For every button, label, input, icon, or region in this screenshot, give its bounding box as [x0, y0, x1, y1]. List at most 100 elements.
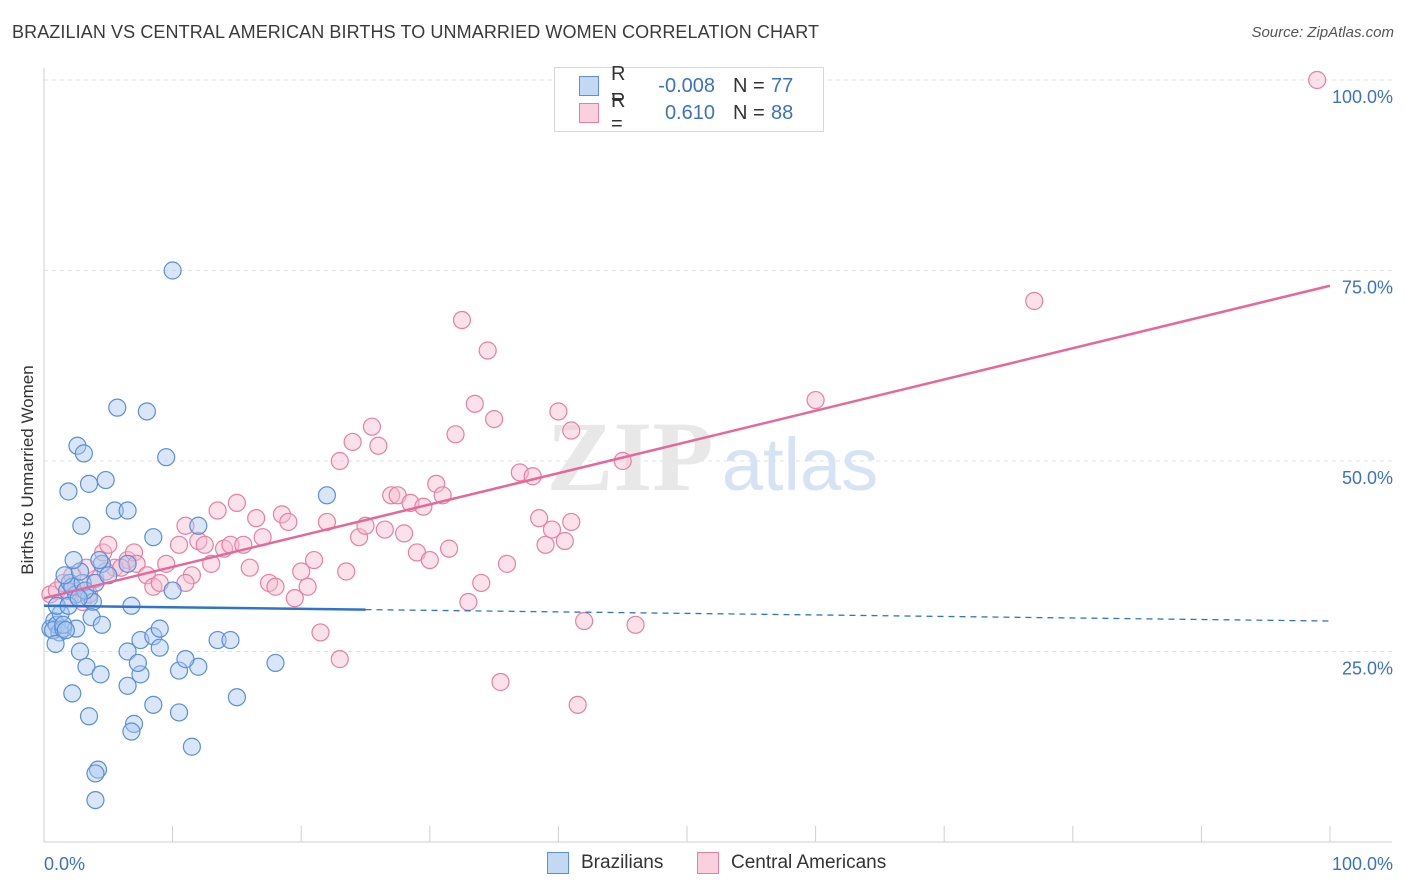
data-point [163, 261, 182, 280]
data-point [369, 436, 388, 455]
series-legend: Brazilians Central Americans [0, 852, 1406, 876]
y-tick-label: 75.0% [1342, 278, 1393, 298]
trend-lines [43, 284, 1331, 622]
data-point [169, 661, 189, 680]
data-point [74, 444, 93, 463]
data-point [337, 562, 356, 581]
legend-n-label: N = [733, 101, 765, 124]
data-point [77, 657, 96, 676]
grid-lines [44, 79, 1392, 652]
correlation-legend: R = -0.008 N = 77 R = 0.610 N = 88 [554, 63, 824, 135]
watermark-atlas: atlas [722, 423, 878, 506]
data-point [169, 535, 189, 554]
y-tick-label: 50.0% [1342, 468, 1393, 488]
legend-row-central-americans: R = 0.610 N = 88 [579, 90, 794, 135]
data-point [195, 535, 214, 554]
data-point [157, 448, 176, 467]
data-point [70, 562, 90, 581]
data-point [144, 627, 163, 646]
data-point [137, 402, 156, 421]
data-point [362, 417, 382, 436]
data-point [189, 516, 208, 535]
data-point [485, 409, 504, 429]
data-point [208, 501, 227, 520]
data-point [144, 528, 163, 547]
data-point [59, 482, 78, 501]
legend-n-label: N = [733, 74, 765, 97]
trend-line-brazilians [43, 604, 366, 611]
data-point [79, 474, 99, 493]
data-point [439, 539, 459, 558]
trend-line-brazilians-dashed [365, 608, 1331, 622]
data-point [311, 623, 330, 642]
data-point [523, 467, 542, 486]
data-point [452, 310, 472, 330]
data-point [549, 402, 568, 421]
data-point [459, 592, 478, 612]
data-point [542, 520, 562, 539]
data-point [568, 695, 587, 714]
data-point [227, 493, 246, 513]
data-point [79, 707, 99, 726]
data-point [46, 634, 65, 653]
data-point [382, 486, 401, 505]
data-point [163, 581, 182, 600]
data-point [82, 608, 101, 627]
data-point [478, 341, 497, 360]
data-point [575, 611, 594, 631]
data-point [96, 470, 115, 490]
data-point [92, 615, 111, 634]
series-swatch-pink [697, 852, 719, 874]
legend-r-label: R = [611, 90, 626, 135]
series-legend-label: Brazilians [581, 852, 664, 873]
data-point [806, 390, 825, 410]
y-tick-label: 100.0% [1332, 87, 1393, 107]
series-central-americans-points [41, 70, 1327, 714]
data-point [90, 550, 109, 570]
y-tick-label: 25.0% [1342, 659, 1393, 679]
data-point [349, 528, 369, 547]
data-point [465, 394, 484, 413]
data-point [122, 722, 141, 741]
data-point [68, 436, 87, 455]
data-point [86, 764, 105, 783]
data-point [1025, 291, 1044, 311]
data-point [375, 520, 394, 539]
data-point [131, 665, 150, 684]
data-point [285, 589, 304, 608]
data-point [150, 619, 169, 638]
data-point [304, 550, 324, 570]
data-point [99, 535, 118, 554]
data-point [144, 695, 163, 714]
data-point [446, 425, 465, 444]
data-point [182, 737, 201, 756]
data-point [292, 562, 311, 581]
legend-swatch-pink [579, 103, 599, 123]
series-legend-central-americans: Central Americans [697, 852, 886, 874]
data-point [420, 550, 439, 570]
data-point [63, 684, 82, 703]
data-point [118, 642, 137, 661]
data-point [266, 577, 285, 596]
trend-line-central-americans [43, 284, 1331, 600]
x-tick-label: 0.0% [44, 854, 85, 874]
data-point [394, 524, 414, 543]
data-point [266, 653, 285, 673]
data-point [105, 501, 124, 520]
data-point [86, 790, 105, 810]
data-point [536, 535, 555, 554]
legend-n-value: 88 [771, 101, 794, 124]
axes [43, 68, 1392, 843]
data-point [208, 630, 227, 650]
data-point [70, 642, 90, 661]
legend-row-brazilians: R = -0.008 N = 77 [579, 63, 793, 108]
data-point [317, 486, 337, 505]
data-point [91, 665, 110, 684]
data-point [56, 621, 75, 640]
legend-r-value: -0.008 [658, 74, 715, 97]
data-point [64, 550, 83, 570]
chart-title: BRAZILIAN VS CENTRAL AMERICAN BIRTHS TO … [12, 22, 820, 42]
data-point [247, 509, 266, 528]
data-point [472, 573, 491, 593]
series-brazilians-points [41, 261, 337, 810]
